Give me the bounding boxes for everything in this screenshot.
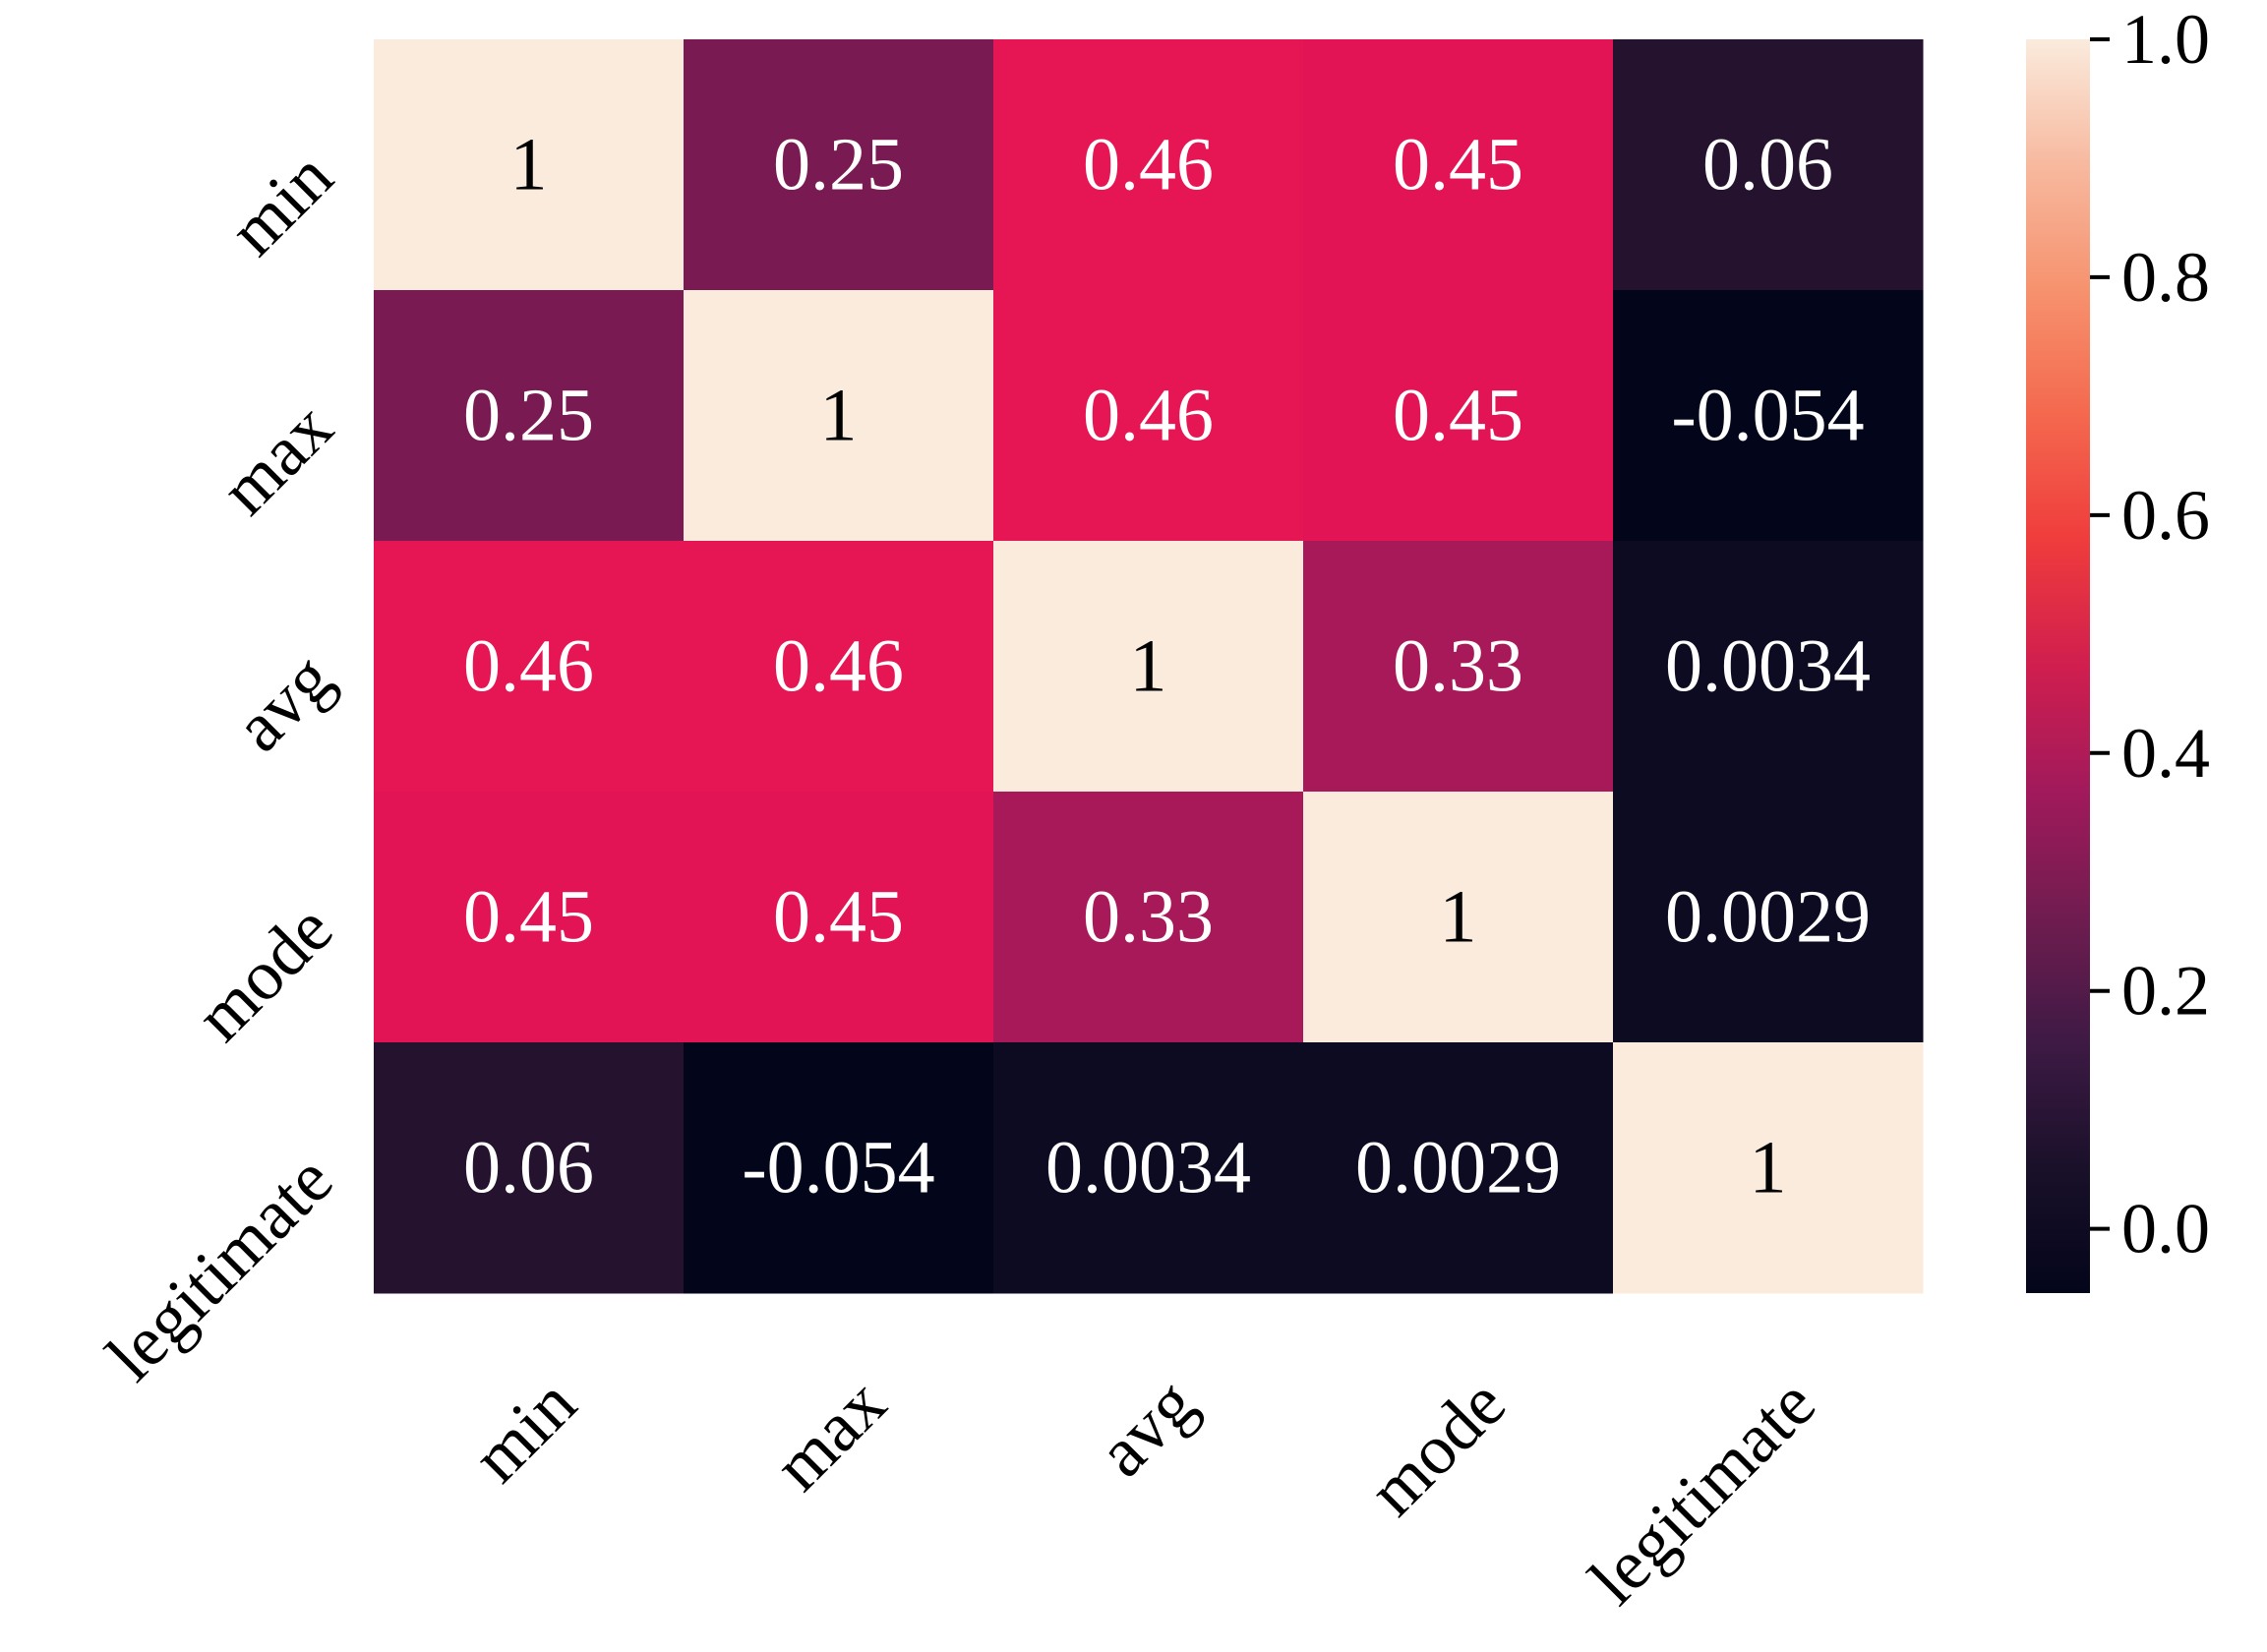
heatmap-cell-avg-legitimate (1613, 541, 1924, 793)
cell-value-label: 0.46 (1083, 124, 1214, 206)
cell-value-label: 0.46 (773, 625, 904, 708)
cell-value-label: 0.06 (1702, 124, 1833, 206)
heatmap-cell-max-min (374, 290, 685, 542)
cell-value-label: -0.054 (1671, 375, 1864, 457)
colorbar-tick-label: 0.4 (2121, 714, 2210, 793)
heatmap-cell-max-max (684, 290, 994, 542)
colorbar-tick-label: 0.8 (2121, 238, 2210, 317)
x-tick-label-max: max (759, 1364, 901, 1505)
y-axis-tick-labels: min max avg mode legitimate (91, 137, 347, 1395)
heatmap-cell-mode-mode (1303, 792, 1614, 1043)
x-tick-label-legitimate: legitimate (1575, 1364, 1830, 1620)
heatmap-cell-mode-max (684, 792, 994, 1043)
cell-value-label: 0.0034 (1045, 1127, 1251, 1210)
cell-value-label: 0.45 (773, 876, 904, 959)
heatmap-cells (374, 39, 1924, 1294)
cell-value-label: 0.0029 (1665, 876, 1871, 959)
cell-value-label: 0.25 (463, 375, 594, 457)
heatmap-cell-min-legitimate (1613, 39, 1924, 291)
cell-value-label: 0.33 (1083, 876, 1214, 959)
heatmap-cell-legitimate-min (374, 1042, 685, 1294)
colorbar-tick-label: 0.0 (2121, 1190, 2210, 1268)
cell-value-label: 0.06 (463, 1127, 594, 1210)
colorbar: 0.0 0.2 0.4 0.6 0.8 1.0 (2026, 0, 2210, 1293)
x-tick-label-mode: mode (1353, 1364, 1521, 1531)
heatmap-cell-max-mode (1303, 290, 1614, 542)
y-tick-label-avg: avg (219, 638, 347, 766)
cell-value-label: 0.45 (1393, 375, 1523, 457)
colorbar-gradient (2026, 39, 2090, 1293)
cell-value-label: 0.33 (1393, 625, 1523, 708)
cell-value-label: 0.0034 (1665, 625, 1871, 708)
cell-value-label: 0.45 (1393, 124, 1523, 206)
heatmap-cell-mode-legitimate (1613, 792, 1924, 1043)
x-tick-label-avg: avg (1083, 1364, 1211, 1492)
cell-value-label: 1 (1750, 1127, 1787, 1210)
heatmap-cell-legitimate-mode (1303, 1042, 1614, 1294)
colorbar-tick-label: 0.2 (2121, 952, 2210, 1031)
cell-value-label: 1 (510, 124, 548, 206)
cell-value-label: 0.46 (1083, 375, 1214, 457)
colorbar-tick-label: 0.6 (2121, 476, 2210, 555)
cell-value-label: 1 (1130, 625, 1167, 708)
y-tick-label-max: max (206, 387, 347, 529)
heatmap-cell-min-avg (993, 39, 1304, 291)
heatmap-cell-min-max (684, 39, 994, 291)
y-tick-label-legitimate: legitimate (91, 1140, 347, 1395)
heatmap-cell-legitimate-avg (993, 1042, 1304, 1294)
cell-value-label: 1 (1440, 876, 1477, 959)
cell-value-label: -0.054 (742, 1127, 934, 1210)
cell-value-label: 0.25 (773, 124, 904, 206)
heatmap-cell-avg-avg (993, 541, 1304, 793)
heatmap-cell-avg-min (374, 541, 685, 793)
colorbar-ticks: 0.0 0.2 0.4 0.6 0.8 1.0 (2090, 0, 2210, 1268)
cell-value-label: 0.46 (463, 625, 594, 708)
heatmap-cell-avg-max (684, 541, 994, 793)
heatmap-cell-legitimate-max (684, 1042, 994, 1294)
heatmap-cell-legitimate-legitimate (1613, 1042, 1924, 1294)
y-tick-label-min: min (214, 137, 348, 270)
cell-value-label: 0.45 (463, 876, 594, 959)
colorbar-tick-label: 1.0 (2121, 0, 2210, 79)
x-tick-label-min: min (457, 1364, 591, 1498)
cell-value-label: 0.0029 (1355, 1127, 1561, 1210)
y-tick-label-mode: mode (181, 889, 348, 1056)
heatmap-cell-mode-min (374, 792, 685, 1043)
heatmap-cell-min-mode (1303, 39, 1614, 291)
heatmap-cell-min-min (374, 39, 685, 291)
heatmap-cell-max-avg (993, 290, 1304, 542)
heatmap-cell-mode-avg (993, 792, 1304, 1043)
x-axis-tick-labels: min max avg mode legitimate (457, 1364, 1830, 1620)
cell-value-label: 1 (820, 375, 858, 457)
heatmap-cell-max-legitimate (1613, 290, 1924, 542)
heatmap-cell-labels: 1 0.25 0.46 0.45 0.06 0.25 1 0.46 0.45 -0.054 0.46… (463, 124, 1871, 1210)
heatmap-cell-avg-mode (1303, 541, 1614, 793)
